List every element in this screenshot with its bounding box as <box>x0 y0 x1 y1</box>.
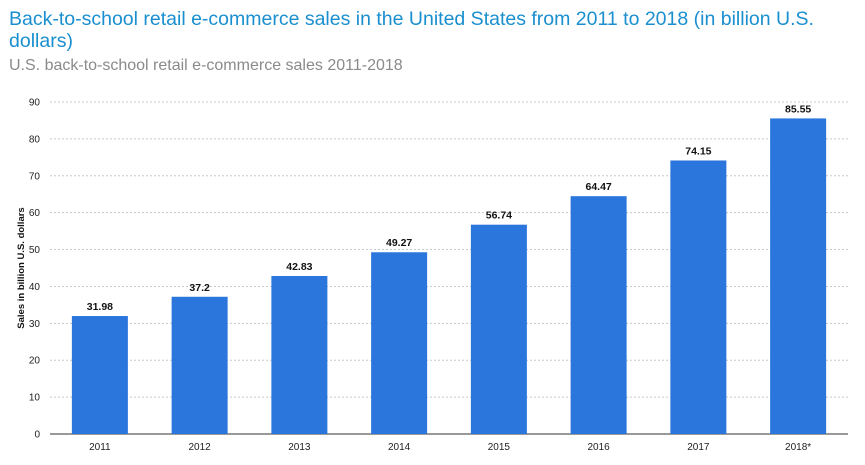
x-tick-label: 2017 <box>687 442 710 453</box>
y-tick-label: 40 <box>29 282 41 293</box>
bar-2018[interactable] <box>770 118 827 434</box>
data-label: 31.98 <box>87 301 113 313</box>
x-tick-label: 2012 <box>189 442 212 453</box>
y-tick-label: 0 <box>34 430 40 441</box>
y-tick-label: 90 <box>29 98 41 109</box>
y-tick-label: 20 <box>29 356 41 367</box>
data-label: 56.74 <box>486 210 512 222</box>
data-label: 37.2 <box>189 282 210 294</box>
x-tick-label: 2015 <box>488 442 511 453</box>
bar-2014[interactable] <box>371 252 428 434</box>
y-tick-label: 50 <box>29 245 41 256</box>
y-tick-label: 10 <box>29 393 41 404</box>
data-label: 64.47 <box>585 181 611 193</box>
bar-2011[interactable] <box>71 316 128 434</box>
y-axis-label: Sales in billion U.S. dollars <box>16 207 27 328</box>
x-tick-label: 2011 <box>89 442 111 453</box>
bar-2017[interactable] <box>670 160 727 435</box>
data-label: 74.15 <box>685 145 711 157</box>
data-label: 85.55 <box>785 103 811 115</box>
chart-title: Back-to-school retail e-commerce sales i… <box>9 8 814 52</box>
x-tick-label: 2014 <box>388 442 411 453</box>
bar-2016[interactable] <box>570 196 627 434</box>
x-tick-label: 2018* <box>785 442 811 453</box>
data-label: 49.27 <box>386 237 412 249</box>
bar-2012[interactable] <box>171 296 228 434</box>
y-tick-label: 80 <box>29 134 41 145</box>
y-tick-label: 60 <box>29 208 41 219</box>
y-tick-label: 70 <box>29 171 41 182</box>
x-tick-label: 2013 <box>288 442 311 453</box>
y-tick-label: 30 <box>29 319 41 330</box>
bar-2015[interactable] <box>470 224 527 434</box>
bar-2013[interactable] <box>271 276 328 434</box>
x-tick-label: 2016 <box>588 442 611 453</box>
chart-subtitle: U.S. back-to-school retail e-commerce sa… <box>9 57 403 74</box>
data-label: 42.83 <box>286 261 312 273</box>
